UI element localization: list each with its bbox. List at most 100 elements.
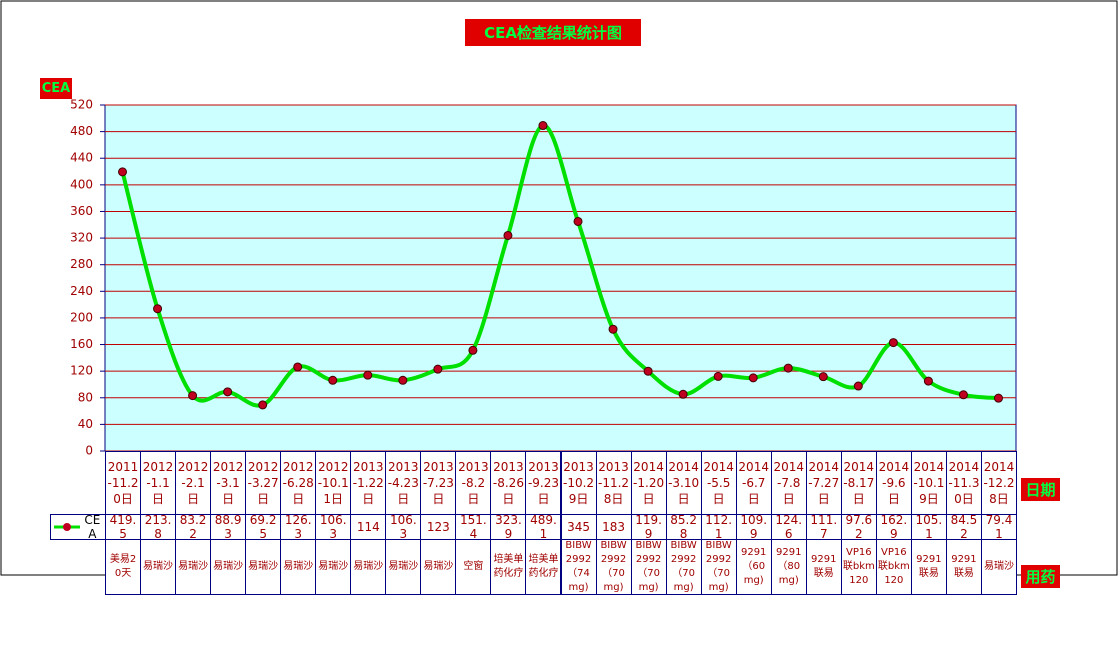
date-cell: 2012-10.11日 xyxy=(315,451,352,515)
date-cell: 2012-3.27日 xyxy=(245,451,282,515)
value-cell: 79.41 xyxy=(980,513,1017,541)
drug-cell: BIBW2992（70mg) xyxy=(665,539,702,595)
data-point xyxy=(888,338,898,348)
drug-cell: 9291联易 xyxy=(945,539,982,595)
data-point xyxy=(118,167,128,177)
data-point xyxy=(188,391,198,401)
drug-cell: 培美单药化疗 xyxy=(490,539,527,595)
legend-label: CEA xyxy=(84,513,101,541)
data-point xyxy=(573,216,583,226)
drug-cell: 美易20天 xyxy=(105,539,142,595)
value-cell: 419.5 xyxy=(105,513,142,541)
data-point xyxy=(643,366,653,376)
legend-cell: CEA xyxy=(50,513,106,541)
drug-cell: 培美单药化疗 xyxy=(525,539,562,595)
date-cell: 2014-10.19日 xyxy=(910,451,947,515)
data-point xyxy=(538,121,548,131)
data-point xyxy=(748,373,758,383)
value-cell: 345 xyxy=(560,514,597,540)
value-cell: 489.1 xyxy=(525,513,562,541)
drug-cell: BIBW2992（70mg) xyxy=(630,539,667,595)
drug-cell: 9291（60mg) xyxy=(735,539,772,595)
value-cell: 85.28 xyxy=(665,513,702,541)
date-cell: 2013-9.23日 xyxy=(525,451,562,515)
drug-cell: 9291联易 xyxy=(805,539,842,595)
date-cell: 2012-1.1日 xyxy=(140,451,177,515)
date-cell: 2014-11.30日 xyxy=(945,451,982,515)
y-tick-label: 80 xyxy=(78,390,93,404)
drug-cell: 易瑞沙 xyxy=(175,539,212,595)
date-cell: 2014-5.5日 xyxy=(700,451,737,515)
legend-swatch xyxy=(54,523,80,531)
value-cell: 109.9 xyxy=(735,513,772,541)
drug-cell: 易瑞沙 xyxy=(280,539,317,595)
drug-cell: 空窗 xyxy=(455,539,492,595)
data-point xyxy=(923,376,933,386)
chart-title: CEA检查结果统计图 xyxy=(465,19,641,46)
date-cell: 2014-8.17日 xyxy=(840,451,877,515)
x-axis-label: 日期 xyxy=(1021,478,1060,501)
value-cell: 105.1 xyxy=(910,513,947,541)
drug-cell: 易瑞沙 xyxy=(350,539,387,595)
data-point xyxy=(783,363,793,373)
value-cell: 83.22 xyxy=(175,513,212,541)
date-cell: 2013-8.26日 xyxy=(490,451,527,515)
data-point xyxy=(328,375,338,385)
date-cell: 2014-12.28日 xyxy=(980,451,1017,515)
value-cell: 183 xyxy=(595,514,632,540)
y-tick-label: 360 xyxy=(70,204,93,218)
data-point xyxy=(468,345,478,355)
value-cell: 111.7 xyxy=(805,513,842,541)
y-tick-label: 160 xyxy=(70,337,93,351)
date-cell: 2012-6.28日 xyxy=(280,451,317,515)
value-cell: 323.9 xyxy=(490,513,527,541)
data-point xyxy=(223,387,233,397)
data-point xyxy=(713,371,723,381)
y-tick-label: 280 xyxy=(70,257,93,271)
date-cell: 2012-2.1日 xyxy=(175,451,212,515)
value-cell: 151.4 xyxy=(455,513,492,541)
y-tick-label: 0 xyxy=(85,444,93,458)
date-cell: 2014-6.7日 xyxy=(735,451,772,515)
value-cell: 97.62 xyxy=(840,513,877,541)
y-tick-label: 440 xyxy=(70,151,93,165)
value-cell: 106.3 xyxy=(315,513,352,541)
data-point xyxy=(153,304,163,314)
value-cell: 112.1 xyxy=(700,513,737,541)
date-cell: 2014-1.20日 xyxy=(630,451,667,515)
data-point xyxy=(433,364,443,374)
data-point xyxy=(993,393,1003,403)
row-label: 用药 xyxy=(1021,565,1060,588)
data-point xyxy=(398,375,408,385)
y-tick-label: 240 xyxy=(70,284,93,298)
drug-cell: 9291联易 xyxy=(910,539,947,595)
y-tick-label: 400 xyxy=(70,177,93,191)
date-cell: 2013-7.23日 xyxy=(420,451,457,515)
drug-cell: 易瑞沙 xyxy=(140,539,177,595)
value-cell: 124.6 xyxy=(770,513,807,541)
data-point xyxy=(363,370,373,380)
drug-cell: VP16联bkm120 xyxy=(840,539,877,595)
y-tick-label: 480 xyxy=(70,124,93,138)
drug-cell: 易瑞沙 xyxy=(420,539,457,595)
date-cell: 2013-11.28日 xyxy=(595,451,632,515)
value-cell: 213.8 xyxy=(140,513,177,541)
data-point xyxy=(818,372,828,382)
data-point xyxy=(958,390,968,400)
drug-cell: VP16联bkm120 xyxy=(875,539,912,595)
drug-cell: 易瑞沙 xyxy=(210,539,247,595)
y-tick-label: 320 xyxy=(70,231,93,245)
drug-cell: 易瑞沙 xyxy=(980,539,1017,595)
drug-cell: 易瑞沙 xyxy=(385,539,422,595)
data-point xyxy=(678,389,688,399)
date-cell: 2014-3.10日 xyxy=(665,451,702,515)
data-point xyxy=(503,230,513,240)
y-axis-label: CEA xyxy=(40,78,72,99)
drug-cell: BIBW2992（70mg) xyxy=(595,539,632,595)
y-tick-label: 40 xyxy=(78,417,93,431)
date-cell: 2011-11.20日 xyxy=(105,451,142,515)
date-cell: 2013-1.22日 xyxy=(350,451,387,515)
drug-cell: 易瑞沙 xyxy=(245,539,282,595)
value-cell: 84.52 xyxy=(945,513,982,541)
